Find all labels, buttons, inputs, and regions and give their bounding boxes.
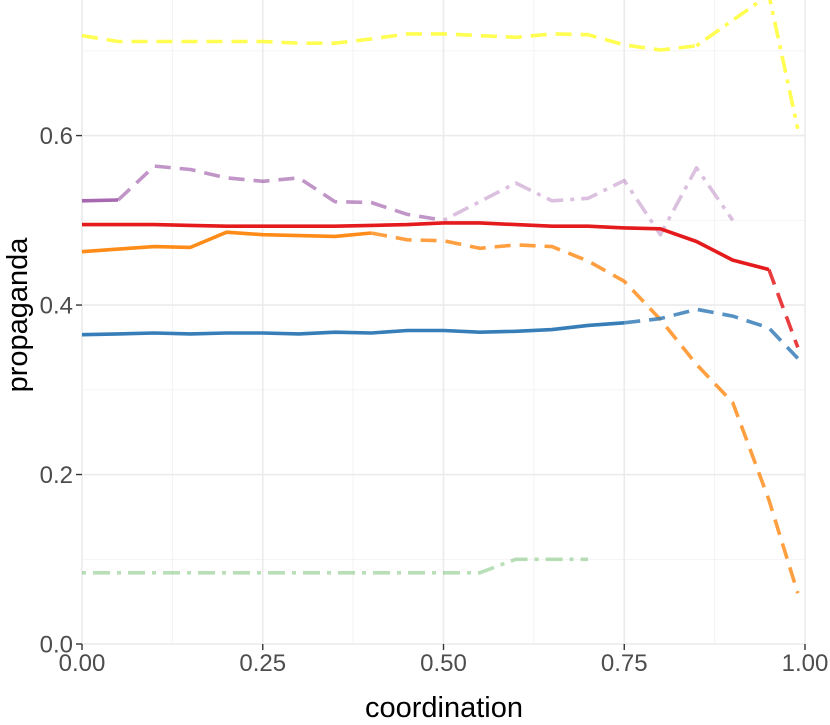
x-axis-title: coordination xyxy=(365,692,523,724)
series-5-line-segment-2 xyxy=(624,307,800,360)
series-3-line-segment-1 xyxy=(82,221,770,272)
x-tick-label: 0.00 xyxy=(59,650,106,677)
series-2-line-segment-1 xyxy=(81,198,119,203)
series-2-line-segment-3 xyxy=(442,166,735,237)
y-tick-label: 0.4 xyxy=(40,293,73,320)
grid xyxy=(81,0,806,645)
x-tick-label: 0.25 xyxy=(239,650,286,677)
x-tick-label: 0.75 xyxy=(601,650,648,677)
x-tick-label: 0.50 xyxy=(420,650,467,677)
x-tick-label: 1.00 xyxy=(782,650,829,677)
y-tick-label: 0.2 xyxy=(40,462,73,489)
series-1-line-segment-1 xyxy=(81,32,697,52)
y-axis-title: propaganda xyxy=(2,237,34,393)
series-4-line-segment-2 xyxy=(370,231,800,594)
series-1-line-segment-2 xyxy=(695,0,800,130)
series-3-line-segment-2 xyxy=(767,268,800,349)
series-6-line-segment-1 xyxy=(82,557,589,575)
series-2-line-segment-2 xyxy=(116,164,444,223)
axes: 0.00 0.25 0.50 0.75 1.00 0.0 0.2 0.4 0.6 xyxy=(40,123,829,677)
series-3 xyxy=(82,221,800,349)
series-lines xyxy=(81,0,800,594)
series-5-line-segment-1 xyxy=(81,321,625,337)
y-tick-label: 0.0 xyxy=(40,632,73,659)
y-tick-label: 0.6 xyxy=(40,123,73,150)
series-4 xyxy=(81,230,800,594)
series-6 xyxy=(82,557,589,575)
series-5 xyxy=(81,307,800,360)
series-1 xyxy=(81,0,800,130)
series-2 xyxy=(81,164,735,237)
series-4-line-segment-1 xyxy=(81,230,372,254)
